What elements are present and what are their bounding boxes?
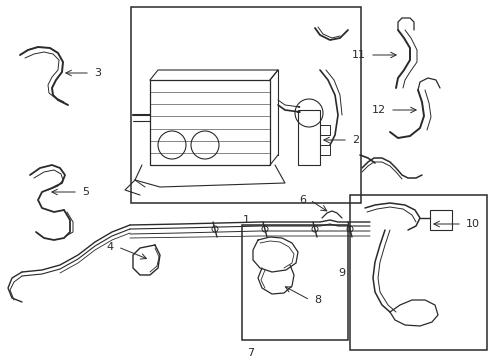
Bar [131, 7, 360, 203]
Text: 2: 2 [351, 135, 358, 145]
Text: 11: 11 [351, 50, 365, 60]
Text: 10: 10 [465, 219, 479, 229]
Bar [349, 195, 486, 350]
Text: 12: 12 [371, 105, 385, 115]
Text: 9: 9 [337, 267, 345, 278]
Text: 8: 8 [313, 295, 321, 305]
Text: 5: 5 [82, 187, 89, 197]
Bar [297, 110, 319, 165]
Bar [429, 210, 451, 230]
Text: 1: 1 [242, 215, 249, 225]
Text: 6: 6 [298, 195, 305, 205]
Text: 3: 3 [94, 68, 101, 78]
Bar [150, 80, 269, 165]
Bar [242, 225, 347, 340]
Text: 4: 4 [107, 242, 114, 252]
Text: 7: 7 [246, 348, 254, 358]
